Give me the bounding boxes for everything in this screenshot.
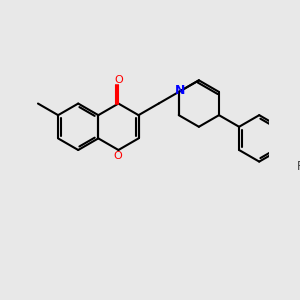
Text: N: N: [175, 84, 185, 97]
Text: F: F: [297, 160, 300, 173]
Text: O: O: [114, 151, 122, 161]
Text: O: O: [114, 75, 123, 85]
